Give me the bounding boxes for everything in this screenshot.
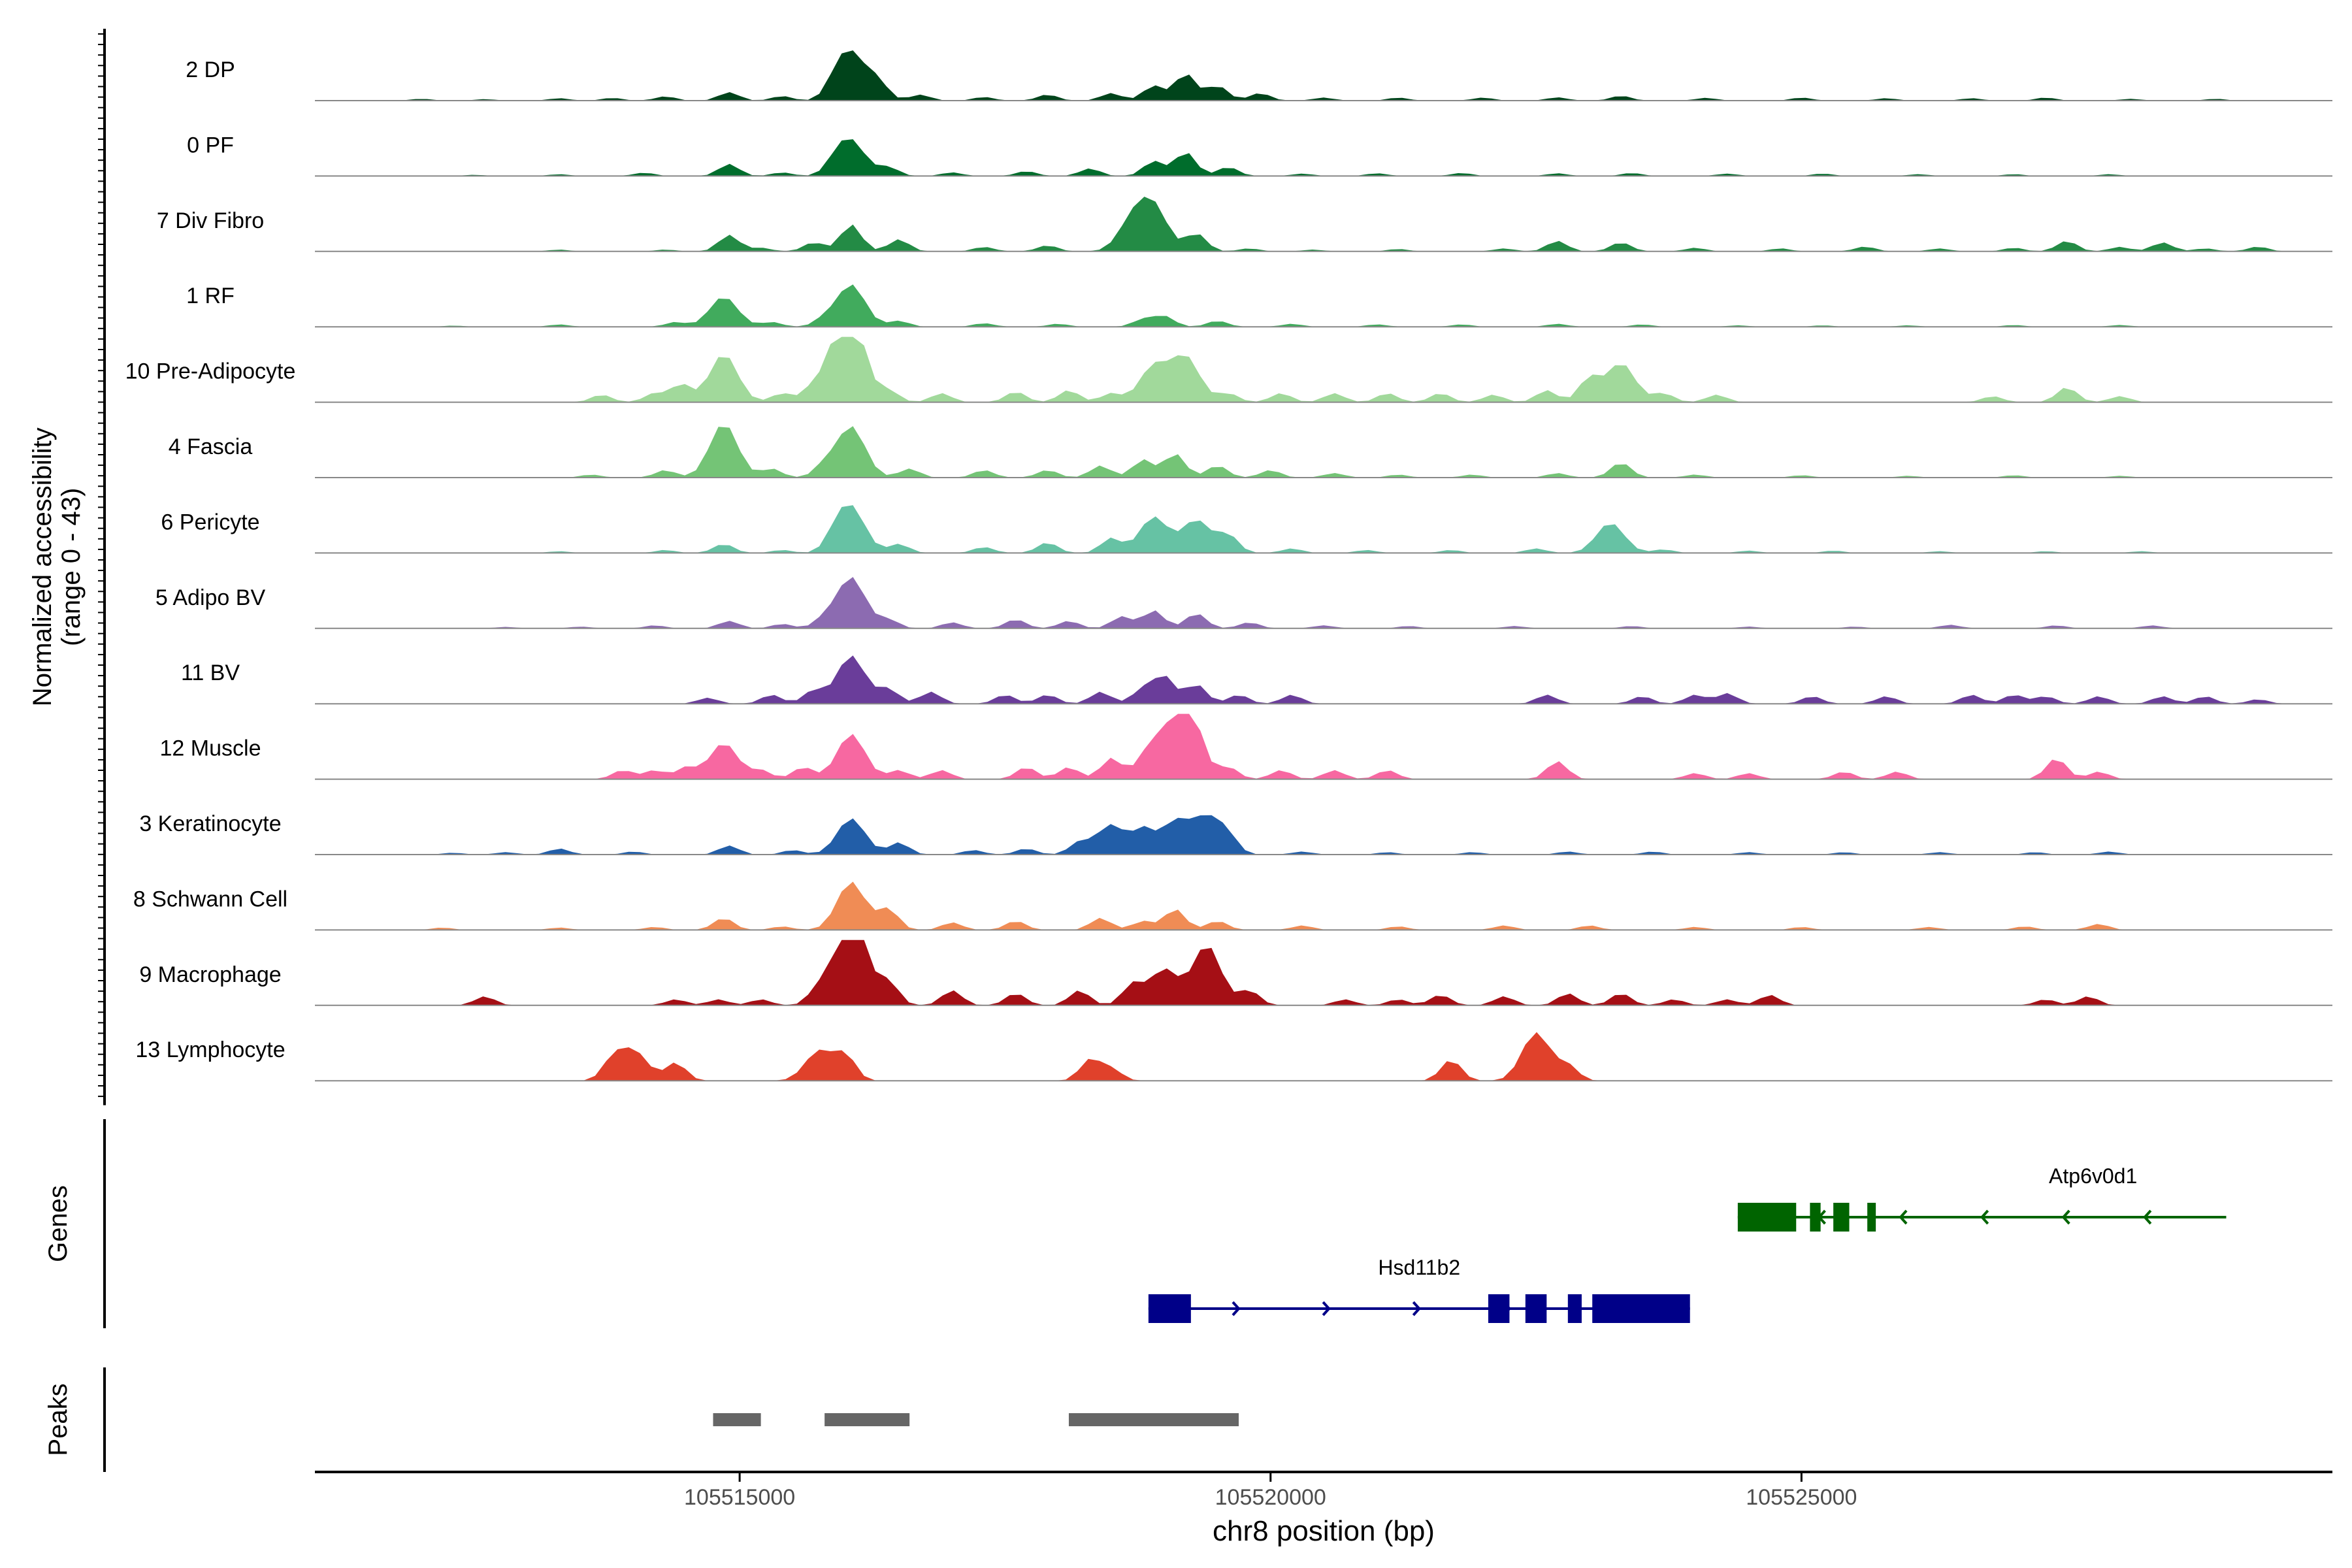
track-signal-area — [315, 284, 2332, 327]
track-label: 7 Div Fibro — [157, 208, 264, 233]
track-label: 5 Adipo BV — [155, 585, 266, 610]
accessibility-tracks: 2 DP 0 PF 7 Div Fibro 1 RF 10 Pre-Adipocyte 4… — [125, 50, 2332, 1082]
track-signal-area — [315, 815, 2332, 855]
gene-exon — [1488, 1294, 1510, 1323]
track: 3 Keratinocyte — [139, 811, 2332, 855]
gene-exon — [1833, 1203, 1850, 1232]
track-signal-area — [315, 139, 2332, 176]
peak-region — [713, 1413, 761, 1426]
track-signal-area — [315, 1032, 2332, 1081]
track-signal-area — [315, 336, 2332, 402]
track: 8 Schwann Cell — [133, 881, 2332, 931]
track-signal-area — [315, 50, 2332, 101]
track: 0 PF — [187, 133, 2332, 177]
x-axis-label: chr8 position (bp) — [1213, 1515, 1435, 1547]
x-tick-label: 105520000 — [1215, 1485, 1326, 1510]
track-label: 4 Fascia — [169, 434, 253, 459]
gene: Hsd11b2 — [1148, 1256, 1690, 1323]
strand-arrow — [1412, 1301, 1421, 1316]
track-label: 2 DP — [186, 57, 235, 82]
track-label: 12 Muscle — [160, 736, 261, 761]
x-tick-label: 105525000 — [1746, 1485, 1857, 1510]
x-tick-label: 105515000 — [684, 1485, 795, 1510]
track: 1 RF — [186, 284, 2332, 328]
gene-exon — [1810, 1203, 1821, 1232]
track-label: 6 Pericyte — [161, 510, 259, 534]
gene: Atp6v0d1 — [1737, 1164, 2227, 1232]
track: 5 Adipo BV — [155, 577, 2332, 629]
strand-arrow — [1322, 1301, 1331, 1316]
gene-exon — [1592, 1294, 1690, 1323]
track: 9 Macrophage — [139, 939, 2332, 1006]
track-label: 1 RF — [186, 284, 235, 308]
track: 13 Lymphocyte — [135, 1032, 2332, 1082]
track: 11 BV — [181, 655, 2332, 705]
gene-exon — [1148, 1294, 1191, 1323]
y-axis-ticks — [98, 33, 105, 1098]
strand-arrow — [1232, 1301, 1241, 1316]
track-signal-area — [315, 881, 2332, 930]
gene-exon — [1867, 1203, 1876, 1232]
track-label: 11 BV — [181, 661, 240, 685]
track-signal-area — [315, 577, 2332, 629]
strand-arrow — [2143, 1209, 2152, 1225]
peak-region — [1068, 1413, 1239, 1426]
track: 6 Pericyte — [161, 505, 2332, 554]
track-signal-area — [315, 426, 2332, 478]
genes-label: Genes — [44, 1185, 73, 1262]
track: 4 Fascia — [169, 426, 2332, 478]
track: 2 DP — [186, 50, 2332, 101]
gene-track: Hsd11b2 Atp6v0d1 — [1148, 1164, 2227, 1323]
strand-arrow — [2061, 1209, 2070, 1225]
track-signal-area — [315, 505, 2332, 553]
track-label: 8 Schwann Cell — [133, 887, 287, 911]
gene-name: Hsd11b2 — [1378, 1256, 1460, 1279]
track: 12 Muscle — [160, 713, 2332, 780]
gene-exon — [1737, 1203, 1797, 1232]
track-signal-area — [315, 939, 2332, 1005]
strand-arrow — [1980, 1209, 1989, 1225]
gene-name: Atp6v0d1 — [2049, 1164, 2137, 1188]
strand-arrow — [1899, 1209, 1908, 1225]
peaks-label: Peaks — [44, 1383, 73, 1456]
track-signal-area — [315, 713, 2332, 779]
track-label: 0 PF — [187, 133, 234, 157]
track-label: 13 Lymphocyte — [135, 1037, 285, 1062]
gene-exon — [1567, 1294, 1582, 1323]
y-axis-label: Normalized accessibility — [28, 427, 57, 706]
x-axis-ticks: 105515000 105520000 105525000 — [684, 1472, 1857, 1510]
track-label: 3 Keratinocyte — [139, 811, 281, 836]
track-label: 10 Pre-Adipocyte — [125, 359, 296, 384]
peak-region-track — [713, 1413, 1239, 1426]
track: 10 Pre-Adipocyte — [125, 336, 2332, 403]
track-label: 9 Macrophage — [139, 962, 281, 987]
track-signal-area — [315, 197, 2332, 252]
y-axis-label-range: (range 0 - 43) — [57, 488, 86, 646]
track-signal-area — [315, 655, 2332, 704]
track: 7 Div Fibro — [157, 197, 2332, 252]
gene-exon — [1525, 1294, 1547, 1323]
peak-region — [825, 1413, 910, 1426]
